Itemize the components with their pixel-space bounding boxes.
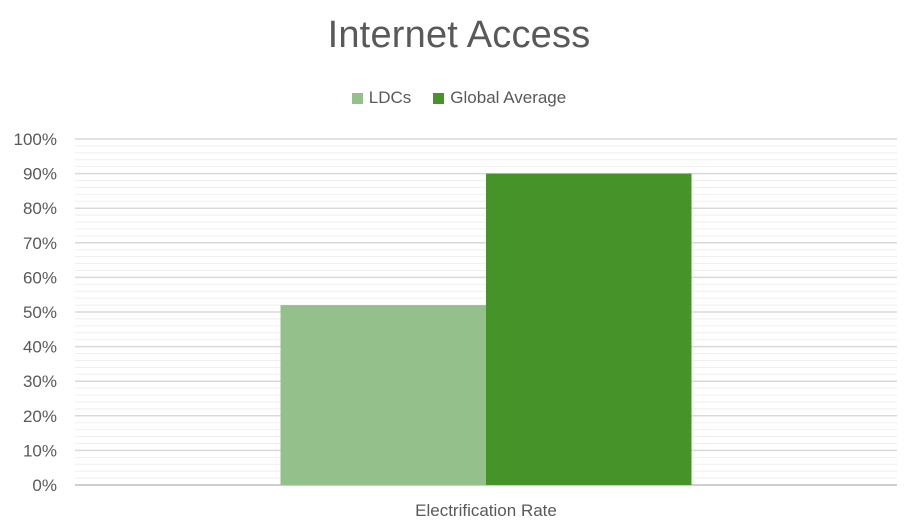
chart-title: Internet Access: [327, 14, 591, 56]
bar-ldcs: [280, 305, 486, 485]
y-tick-label: 50%: [23, 303, 57, 322]
y-tick-label: 0%: [32, 476, 57, 495]
y-tick-label: 70%: [23, 234, 57, 253]
bar-global-average: [486, 173, 692, 485]
y-tick-label: 90%: [23, 165, 57, 184]
y-tick-label: 40%: [23, 338, 57, 357]
legend: LDCs Global Average: [0, 88, 918, 108]
y-tick-label: 30%: [23, 372, 57, 391]
y-tick-label: 60%: [23, 268, 57, 287]
legend-swatch-ldcs: [351, 92, 363, 104]
x-tick-label: Electrification Rate: [415, 501, 557, 520]
legend-swatch-global-average: [433, 92, 445, 104]
legend-item-global-average: Global Average: [433, 88, 566, 108]
y-tick-label: 10%: [23, 441, 57, 460]
y-tick-label: 20%: [23, 407, 57, 426]
y-tick-label: 100%: [14, 130, 57, 149]
y-tick-label: 80%: [23, 199, 57, 218]
legend-label-ldcs: LDCs: [368, 88, 412, 107]
legend-label-global-average: Global Average: [450, 88, 567, 107]
legend-item-ldcs: LDCs: [351, 88, 412, 108]
